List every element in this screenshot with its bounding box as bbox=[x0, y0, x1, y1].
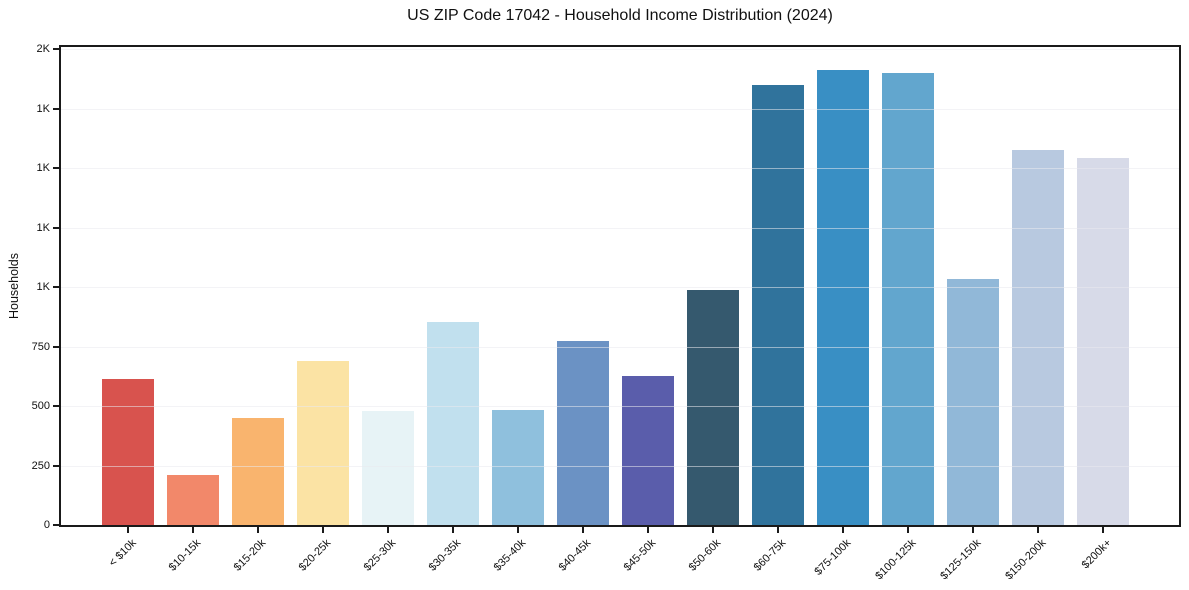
y-tick-label-1000: 1K bbox=[36, 281, 50, 293]
x-tick-label-$75-100k: $75-100k bbox=[812, 537, 854, 578]
x-tick-label-$100-125k: $100-125k bbox=[873, 537, 919, 583]
x-tick-label-$15-20k: $15-20k bbox=[231, 537, 269, 574]
x-tick-$15-20k bbox=[257, 527, 259, 533]
x-tick-label-$60-75k: $60-75k bbox=[751, 537, 789, 574]
x-tick-$125-150k bbox=[972, 527, 974, 533]
bar-$30-35k bbox=[427, 321, 479, 525]
y-tick-1250 bbox=[53, 226, 59, 229]
x-tick-$40-45k bbox=[582, 527, 584, 533]
y-tick-label-0: 0 bbox=[43, 519, 50, 531]
y-tick-1000 bbox=[53, 286, 59, 288]
bar-$40-45k bbox=[557, 340, 609, 525]
bar-$15-20k bbox=[232, 417, 284, 525]
x-tick-$20-25k bbox=[322, 527, 324, 533]
y-tick-label-1500: 1K bbox=[36, 162, 50, 174]
x-tick-label-$40-45k: $40-45k bbox=[556, 537, 594, 574]
gridline-1000 bbox=[61, 287, 1179, 288]
bar-< $10k bbox=[102, 379, 154, 525]
gridline-250 bbox=[61, 465, 1179, 467]
y-tick-label-1250: 1K bbox=[36, 221, 50, 234]
x-tick-label-$45-50k: $45-50k bbox=[621, 537, 659, 574]
chart-title: US ZIP Code 17042 - Household Income Dis… bbox=[407, 7, 833, 24]
y-tick-1500 bbox=[53, 167, 59, 169]
bar-$50-60k bbox=[687, 289, 739, 525]
x-tick-label-$35-40k: $35-40k bbox=[491, 537, 529, 574]
bar-$75-100k bbox=[817, 70, 869, 525]
x-tick-$45-50k bbox=[647, 527, 649, 533]
gridline-1250 bbox=[61, 227, 1179, 229]
bar-$20-25k bbox=[297, 360, 349, 525]
y-tick-2000 bbox=[53, 48, 59, 50]
x-tick-label-$125-150k: $125-150k bbox=[938, 537, 984, 583]
x-tick-$200k+ bbox=[1102, 527, 1104, 533]
x-tick-$35-40k bbox=[517, 527, 519, 533]
y-tick-label-500: 500 bbox=[31, 400, 50, 412]
x-tick-$10-15k bbox=[192, 527, 194, 533]
y-tick-1750 bbox=[53, 107, 59, 110]
x-tick-$60-75k bbox=[777, 527, 779, 533]
bar-$45-50k bbox=[622, 376, 674, 525]
x-tick-label-$30-35k: $30-35k bbox=[426, 537, 464, 574]
bar-$60-75k bbox=[752, 84, 804, 525]
x-tick-$50-60k bbox=[712, 527, 714, 533]
y-tick-500 bbox=[53, 405, 59, 407]
bars-layer bbox=[61, 47, 1179, 525]
x-tick-$75-100k bbox=[842, 527, 844, 533]
x-tick-label-$25-30k: $25-30k bbox=[361, 537, 399, 574]
gridline-2000 bbox=[61, 49, 1179, 50]
x-tick-< $10k bbox=[127, 527, 129, 533]
y-tick-label-750: 750 bbox=[31, 340, 50, 353]
bar-$100-125k bbox=[882, 72, 934, 525]
y-tick-label-2000: 2K bbox=[36, 43, 50, 55]
x-tick-$25-30k bbox=[387, 527, 389, 533]
x-tick-label-$10-15k: $10-15k bbox=[166, 537, 204, 574]
bar-$10-15k bbox=[167, 475, 219, 525]
x-tick-label-$20-25k: $20-25k bbox=[296, 537, 334, 574]
bar-$35-40k bbox=[492, 409, 544, 525]
x-tick-label-$200k+: $200k+ bbox=[1079, 537, 1114, 572]
y-tick-250 bbox=[53, 464, 59, 467]
x-tick-label-$50-60k: $50-60k bbox=[686, 537, 724, 574]
gridline-750 bbox=[61, 346, 1179, 348]
y-tick-label-250: 250 bbox=[31, 459, 50, 472]
bar-$25-30k bbox=[362, 411, 414, 525]
y-tick-label-1750: 1K bbox=[36, 102, 50, 115]
bar-$125-150k bbox=[947, 278, 999, 525]
gridline-1500 bbox=[61, 168, 1179, 169]
grid-layer bbox=[61, 47, 1179, 525]
x-tick-label-< $10k: < $10k bbox=[106, 537, 139, 570]
gridline-1750 bbox=[61, 108, 1179, 110]
gridline-500 bbox=[61, 406, 1179, 407]
x-tick-$30-35k bbox=[452, 527, 454, 533]
bar-$200k+ bbox=[1077, 158, 1129, 525]
x-tick-$100-125k bbox=[907, 527, 909, 533]
x-tick-label-$150-200k: $150-200k bbox=[1003, 537, 1049, 583]
x-tick-$150-200k bbox=[1037, 527, 1039, 533]
bar-$150-200k bbox=[1012, 150, 1064, 525]
y-tick-750 bbox=[53, 345, 59, 348]
y-tick-0 bbox=[53, 524, 59, 526]
plot-area bbox=[59, 45, 1181, 527]
